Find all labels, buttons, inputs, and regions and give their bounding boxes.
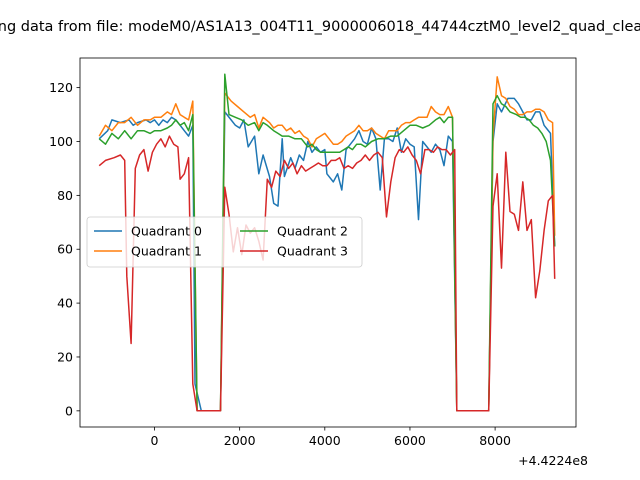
x-tick-label: 6000 [394, 433, 426, 448]
x-tick-label: 4000 [309, 433, 341, 448]
y-tick-label: 40 [57, 296, 73, 311]
y-tick-label: 80 [57, 188, 73, 203]
y-tick-label: 120 [49, 80, 73, 95]
x-axis-offset-label: +4.4224e8 [518, 453, 588, 468]
y-axis: 0 20 40 60 80 100 120 [49, 80, 80, 418]
x-tick-label: 2000 [224, 433, 256, 448]
axes-frame [79, 57, 577, 428]
y-tick-label: 0 [65, 403, 73, 418]
y-tick-label: 20 [57, 349, 73, 364]
y-tick-label: 100 [49, 134, 73, 149]
legend-box [86, 216, 363, 268]
legend-label: Quadrant 2 [277, 224, 348, 239]
series-line-quadrant-2 [98, 73, 556, 412]
chart-title: Plotting data from file: modeM0/AS1A13_0… [0, 19, 640, 35]
x-axis: 0 2000 4000 6000 8000 [151, 427, 511, 448]
series-line-quadrant-3 [98, 135, 556, 412]
legend-label: Quadrant 3 [277, 244, 348, 259]
plot-area: 0 2000 4000 6000 8000 0 20 40 60 80 100 120 +4.422… [49, 57, 588, 468]
y-tick-label: 60 [57, 242, 73, 257]
legend-label: Quadrant 0 [131, 224, 202, 239]
series-layer [98, 73, 556, 412]
legend-label: Quadrant 1 [131, 244, 202, 259]
legend: Quadrant 0 Quadrant 1 Quadrant 2 Quadrant 3 [86, 216, 363, 268]
x-tick-label: 0 [151, 433, 159, 448]
x-tick-label: 8000 [479, 433, 511, 448]
